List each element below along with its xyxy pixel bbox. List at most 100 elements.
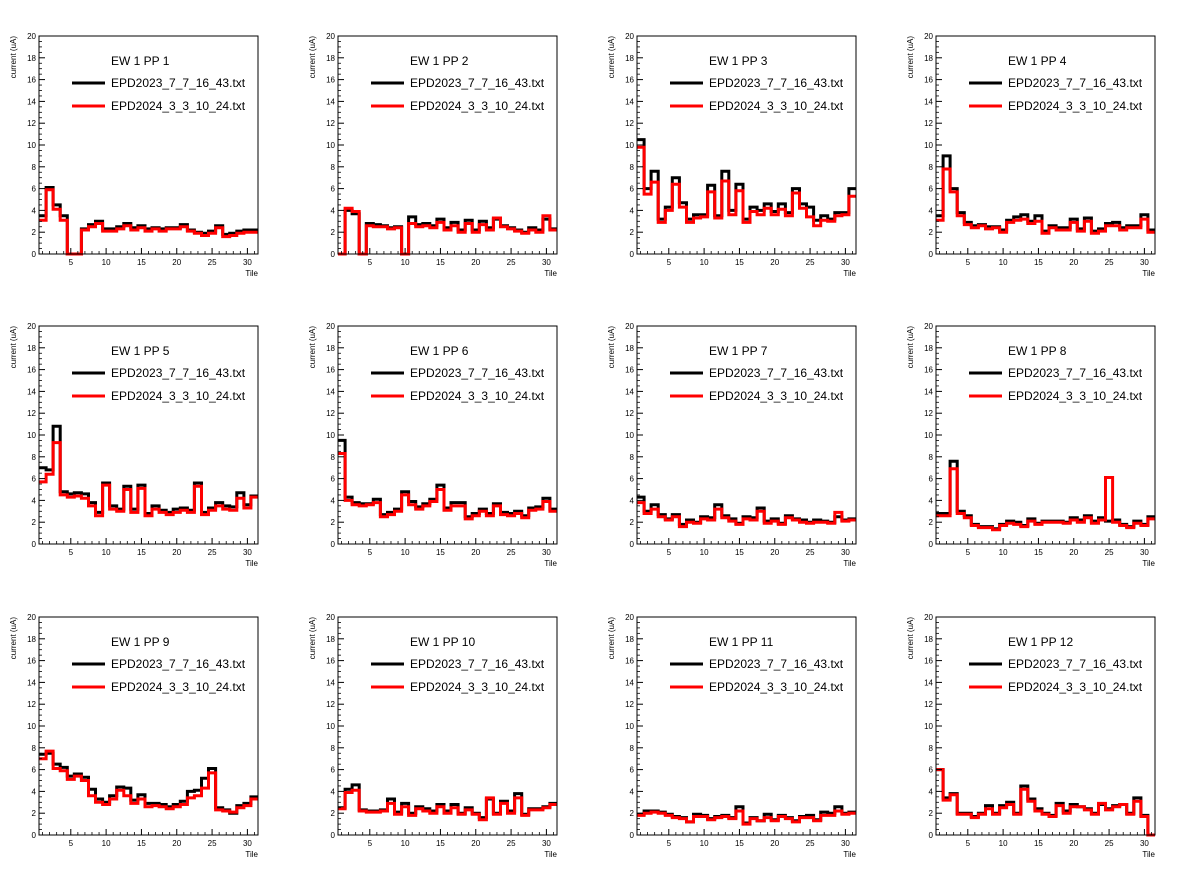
y-tick-label: 0 — [929, 540, 934, 549]
legend-label-2: EPD2024_3_3_10_24.txt — [709, 99, 844, 113]
legend: EW 1 PP 4 EPD2023_7_7_16_43.txt EPD2024_3_… — [969, 54, 1143, 113]
legend-label-2: EPD2024_3_3_10_24.txt — [709, 389, 844, 403]
y-tick-label: 12 — [625, 409, 634, 418]
y-tick-label: 16 — [924, 657, 933, 666]
legend-label-2: EPD2024_3_3_10_24.txt — [709, 680, 844, 694]
y-tick-label: 18 — [326, 635, 335, 644]
x-tick-label: 30 — [542, 258, 551, 267]
x-tick-label: 5 — [368, 548, 373, 557]
legend-label-1: EPD2023_7_7_16_43.txt — [1008, 657, 1143, 671]
x-tick-label: 15 — [735, 258, 744, 267]
x-tick-label: 15 — [436, 548, 445, 557]
y-tick-label: 18 — [27, 54, 36, 63]
legend-label-2: EPD2024_3_3_10_24.txt — [1008, 99, 1143, 113]
x-tick-label: 20 — [172, 548, 181, 557]
x-tick-label: 15 — [137, 258, 146, 267]
x-tick-label: 30 — [1140, 548, 1149, 557]
series-line-2 — [39, 749, 258, 814]
y-tick-label: 0 — [630, 540, 635, 549]
y-tick-label: 6 — [630, 475, 635, 484]
y-tick-label: 12 — [625, 700, 634, 709]
y-tick-label: 18 — [924, 635, 933, 644]
plot-frame — [935, 325, 1156, 545]
x-tick-label: 15 — [735, 548, 744, 557]
x-tick-label: 25 — [806, 548, 815, 557]
y-tick-label: 2 — [331, 518, 336, 527]
legend-label-2: EPD2024_3_3_10_24.txt — [410, 680, 545, 694]
y-tick-label: 4 — [630, 206, 635, 215]
y-tick-label: 4 — [32, 787, 37, 796]
y-tick-label: 2 — [630, 518, 635, 527]
y-tick-label: 10 — [924, 722, 933, 731]
legend: EW 1 PP 1 EPD2023_7_7_16_43.txt EPD2024_3_… — [72, 54, 246, 113]
x-tick-label: 10 — [401, 839, 410, 848]
legend: EW 1 PP 6 EPD2023_7_7_16_43.txt EPD2024_3_… — [371, 344, 545, 403]
legend: EW 1 PP 3 EPD2023_7_7_16_43.txt EPD2024_3_… — [670, 54, 844, 113]
chart-panel-6: 0 2 4 6 8 10 12 14 16 18 20 5 10 15 20 25 30 Tile current … — [308, 322, 558, 568]
chart-panel-5: 0 2 4 6 8 10 12 14 16 18 20 5 10 15 20 25 30 Tile current … — [9, 322, 259, 568]
x-tick-label: 10 — [102, 258, 111, 267]
y-tick-label: 20 — [924, 322, 933, 331]
series-line-2 — [637, 145, 856, 228]
y-tick-label: 16 — [625, 76, 634, 85]
y-tick-label: 14 — [27, 387, 36, 396]
y-tick-label: 8 — [929, 163, 934, 172]
y-tick-label: 6 — [32, 185, 37, 194]
y-axis-label: current (uA) — [906, 326, 915, 369]
x-tick-label: 5 — [368, 839, 373, 848]
x-tick-label: 25 — [507, 548, 516, 557]
x-tick-label: 20 — [770, 548, 779, 557]
x-tick-label: 20 — [172, 258, 181, 267]
x-tick-label: 25 — [806, 258, 815, 267]
y-axis-label: current (uA) — [607, 326, 616, 369]
y-tick-label: 2 — [32, 809, 37, 818]
x-tick-label: 15 — [137, 839, 146, 848]
x-tick-label: 20 — [770, 258, 779, 267]
y-tick-label: 12 — [326, 700, 335, 709]
y-tick-label: 10 — [27, 141, 36, 150]
chart-panel-10: 0 2 4 6 8 10 12 14 16 18 20 5 10 15 20 25 30 Tile current … — [308, 613, 558, 859]
series-line-1 — [39, 186, 258, 256]
plot-frame — [38, 35, 259, 255]
y-tick-label: 12 — [924, 409, 933, 418]
legend-label-1: EPD2023_7_7_16_43.txt — [410, 657, 545, 671]
y-tick-label: 12 — [326, 119, 335, 128]
y-tick-label: 16 — [326, 76, 335, 85]
y-tick-label: 10 — [625, 431, 634, 440]
y-tick-label: 2 — [630, 228, 635, 237]
y-tick-label: 0 — [32, 250, 37, 259]
x-tick-label: 5 — [69, 548, 74, 557]
legend: EW 1 PP 11 EPD2023_7_7_16_43.txt EPD2024_3… — [670, 635, 844, 694]
y-tick-label: 16 — [326, 366, 335, 375]
x-tick-label: 15 — [436, 839, 445, 848]
chart-panel-1: 0 2 4 6 8 10 12 14 16 18 20 5 10 15 20 25 30 Tile current … — [9, 32, 259, 278]
y-tick-label: 18 — [924, 344, 933, 353]
legend-label-1: EPD2023_7_7_16_43.txt — [111, 76, 246, 90]
plot-frame — [636, 616, 857, 836]
x-tick-label: 10 — [700, 548, 709, 557]
series-line-2 — [338, 788, 557, 822]
legend: EW 1 PP 10 EPD2023_7_7_16_43.txt EPD2024_3… — [371, 635, 545, 694]
legend-label-1: EPD2023_7_7_16_43.txt — [1008, 366, 1143, 380]
x-tick-label: 10 — [401, 258, 410, 267]
x-tick-label: 5 — [667, 548, 672, 557]
y-tick-label: 18 — [625, 344, 634, 353]
y-axis-label: current (uA) — [9, 36, 18, 79]
y-tick-label: 16 — [625, 366, 634, 375]
y-tick-label: 18 — [27, 344, 36, 353]
y-tick-label: 20 — [924, 613, 933, 622]
series-line-2 — [936, 467, 1155, 532]
y-tick-label: 20 — [326, 32, 335, 41]
y-tick-label: 2 — [929, 518, 934, 527]
y-tick-label: 8 — [929, 744, 934, 753]
y-tick-label: 4 — [32, 496, 37, 505]
chart-panel-7: 0 2 4 6 8 10 12 14 16 18 20 5 10 15 20 25 30 Tile current … — [607, 322, 857, 568]
y-tick-label: 6 — [630, 766, 635, 775]
x-tick-label: 15 — [1034, 548, 1043, 557]
y-tick-label: 2 — [630, 809, 635, 818]
y-tick-label: 18 — [326, 54, 335, 63]
legend: EW 1 PP 9 EPD2023_7_7_16_43.txt EPD2024_3_… — [72, 635, 246, 694]
series-line-1 — [39, 424, 258, 515]
x-tick-label: 30 — [243, 258, 252, 267]
chart-panel-4: 0 2 4 6 8 10 12 14 16 18 20 5 10 15 20 25 30 Tile current … — [906, 32, 1156, 278]
